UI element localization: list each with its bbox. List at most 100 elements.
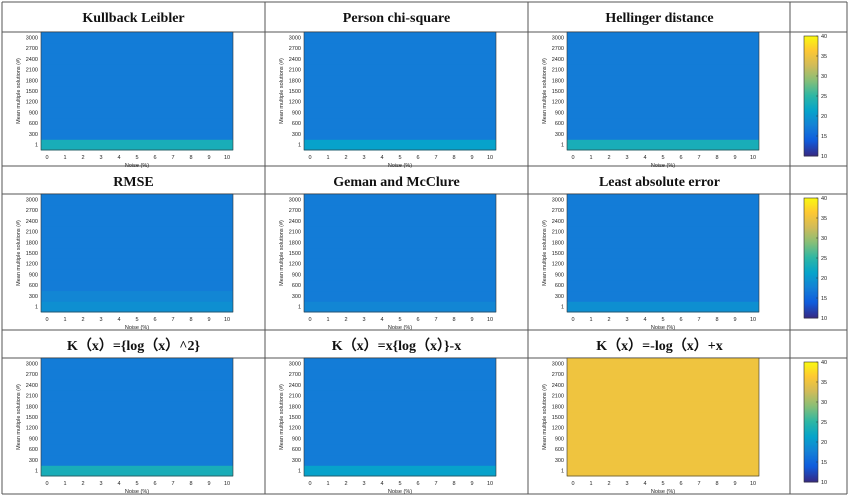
y-tick-label: 2400 [289, 219, 301, 225]
x-tick-label: 7 [171, 155, 174, 161]
x-tick-label: 8 [189, 317, 192, 323]
y-tick-label: 600 [555, 283, 564, 289]
heatmap-cell-row [304, 32, 496, 44]
y-tick-label: 900 [555, 272, 564, 278]
y-tick-label: 3000 [552, 361, 564, 367]
y-tick-label: 900 [29, 436, 38, 442]
colorbar-segment [804, 384, 818, 387]
colorbar-tick-label: 15 [821, 296, 827, 302]
colorbar-segment [804, 434, 818, 437]
colorbar-segment [804, 258, 818, 261]
colorbar-segment [804, 460, 818, 463]
x-tick-label: 9 [733, 317, 736, 323]
colorbar-segment [804, 262, 818, 265]
colorbar-segment [804, 302, 818, 305]
heatmap-cell-row [304, 107, 496, 119]
y-tick-label: 1500 [26, 89, 38, 95]
plot-frame [303, 357, 497, 477]
x-tick-label: 0 [308, 481, 311, 487]
colorbar-segment [804, 72, 818, 75]
colorbar-segment [804, 108, 818, 111]
heatmap-cell-row [567, 358, 759, 370]
y-tick-label: 3000 [289, 35, 301, 41]
y-tick-label: 1500 [289, 89, 301, 95]
colorbar-segment [804, 304, 818, 307]
x-tick-label: 1 [326, 481, 329, 487]
y-tick-label: 300 [29, 458, 38, 464]
colorbar-segment [804, 86, 818, 89]
x-tick-label: 8 [189, 481, 192, 487]
heatmap-cell-row [567, 258, 759, 270]
x-tick-label: 8 [715, 317, 718, 323]
heatmap-cell-row [567, 74, 759, 87]
heatmap-cell-row [304, 226, 496, 238]
colorbar-segment [804, 216, 818, 219]
x-tick-label: 6 [153, 155, 156, 161]
heatmap-cell-row [567, 117, 759, 130]
colorbar-segment [804, 480, 818, 483]
colorbar-segment [804, 276, 818, 279]
colorbar-segment [804, 288, 818, 291]
colorbar-segment [804, 74, 818, 77]
y-tick-label: 1200 [26, 426, 38, 432]
colorbar-segment [804, 306, 818, 309]
heatmap-cell-row [304, 236, 496, 249]
colorbar-tick-label: 30 [821, 236, 827, 242]
x-tick-label: 7 [171, 317, 174, 323]
x-tick-label: 0 [308, 155, 311, 161]
colorbar-segment [804, 214, 818, 217]
heatmap-cell-row [41, 64, 233, 76]
colorbar-segment [804, 138, 818, 141]
colorbar-segment [804, 198, 818, 201]
y-tick-label: 2100 [552, 394, 564, 400]
colorbar-segment [804, 400, 818, 403]
x-tick-label: 7 [171, 481, 174, 487]
plot-frame [40, 193, 234, 313]
x-tick-label: 1 [63, 481, 66, 487]
y-tick-label: 900 [292, 436, 301, 442]
colorbar-tick-label: 10 [821, 154, 827, 160]
y-tick-label: 300 [292, 132, 301, 138]
heatmap-cell-row [41, 269, 233, 281]
colorbar-segment [804, 476, 818, 479]
y-tick-label: 2700 [289, 208, 301, 214]
colorbar-segment [804, 240, 818, 243]
colorbar-segment [804, 392, 818, 395]
colorbar-segment [804, 132, 818, 135]
y-tick-label: 2400 [289, 383, 301, 389]
colorbar-segment [804, 208, 818, 211]
colorbar-segment [804, 58, 818, 61]
x-tick-label: 2 [607, 481, 610, 487]
x-tick-label: 7 [697, 155, 700, 161]
colorbar-segment [804, 248, 818, 251]
y-tick-label: 1800 [289, 78, 301, 84]
x-tick-label: 5 [135, 481, 138, 487]
heatmap-panel: K（x）={log（x）^2}1300600900120015001800210… [16, 338, 234, 495]
colorbar-segment [804, 396, 818, 399]
y-axis-label: Mean multiple solutions (#) [542, 220, 548, 286]
y-tick-label: 1800 [26, 240, 38, 246]
y-tick-label: 300 [29, 294, 38, 300]
colorbar-segment [804, 270, 818, 273]
colorbar-segment [804, 376, 818, 379]
x-tick-label: 3 [362, 317, 365, 323]
colorbar-tick-label: 10 [821, 480, 827, 486]
y-tick-label: 1 [298, 469, 301, 475]
heatmap-cell-row [41, 128, 233, 140]
heatmap-cell-row [304, 433, 496, 445]
heatmap-panel: Geman and McClure 1 300 600 900 1200 1500 1800 2… [279, 175, 497, 331]
y-tick-label: 1800 [26, 404, 38, 410]
plot-frame [566, 193, 760, 313]
colorbar-tick-label: 25 [821, 94, 827, 100]
panel-title: Least absolute error [599, 175, 720, 190]
x-tick-label: 4 [643, 317, 646, 323]
colorbar-segment [804, 256, 818, 259]
x-tick-label: 4 [117, 155, 120, 161]
y-tick-label: 2400 [26, 383, 38, 389]
y-tick-label: 300 [555, 132, 564, 138]
y-axis-label: Mean multiple solutions (#) [542, 58, 548, 124]
x-tick-label: 5 [661, 481, 664, 487]
x-axis-label: Noise (%) [651, 163, 675, 169]
colorbar-segment [804, 36, 818, 39]
